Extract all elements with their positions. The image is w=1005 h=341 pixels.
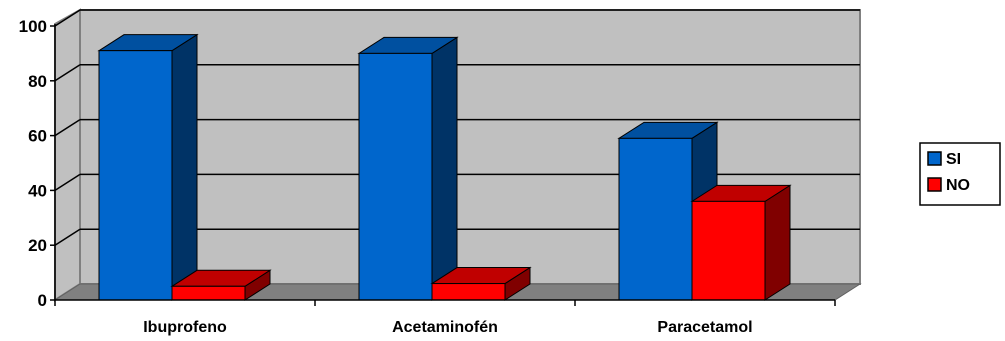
gridline-side	[54, 118, 81, 137]
y-tick-labels: 0 20 40 60 80 100	[19, 17, 55, 310]
x-tick-label: Acetaminofén	[392, 319, 498, 336]
gridline-side	[54, 64, 81, 82]
bar-NO-2	[690, 184, 792, 301]
gridline-side	[54, 173, 81, 192]
bar-side	[764, 184, 791, 301]
legend-swatch	[927, 177, 942, 192]
legend-label: SI	[946, 151, 961, 168]
y-tick-label: 20	[28, 236, 47, 255]
gridline-side	[54, 9, 81, 27]
x-tick-label: Paracetamol	[657, 319, 752, 336]
axes	[54, 24, 835, 301]
chart-side-wall	[54, 8, 81, 302]
bar-front	[358, 52, 433, 301]
legend: SI NO	[919, 142, 1001, 206]
y-tick-label: 100	[19, 17, 47, 36]
bar-side	[171, 33, 198, 301]
y-tick-label: 80	[28, 72, 47, 91]
bar-SI-0	[97, 33, 199, 301]
x-tick-labels: Ibuprofeno Acetaminofén Paracetamol	[54, 300, 836, 336]
bar-side	[431, 36, 458, 301]
bar-front	[431, 283, 506, 301]
y-tick-label: 0	[38, 291, 47, 310]
bar-NO-0	[170, 269, 272, 301]
bar-front	[618, 137, 693, 301]
gridlines	[54, 9, 860, 246]
bar-front	[691, 200, 766, 301]
gridline-side	[54, 228, 81, 246]
bars	[97, 33, 792, 301]
y-tick-label: 60	[28, 127, 47, 146]
bar-SI-1	[357, 36, 459, 301]
legend-label: NO	[946, 177, 970, 194]
bar-front	[98, 50, 173, 301]
bar-SI-2	[617, 121, 719, 301]
legend-swatch	[927, 151, 942, 166]
bar-front	[171, 285, 246, 301]
bar-NO-1	[430, 266, 532, 301]
y-tick-label: 40	[28, 181, 47, 200]
x-tick-label: Ibuprofeno	[143, 319, 227, 336]
